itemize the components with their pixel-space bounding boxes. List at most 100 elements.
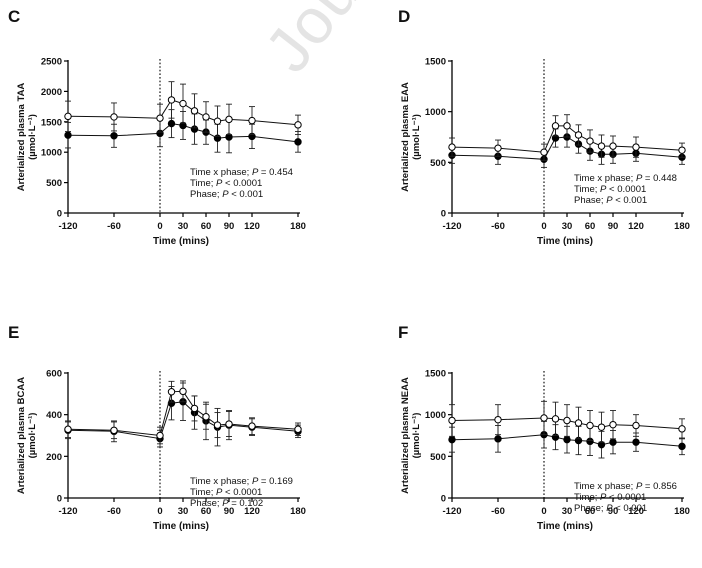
stat-annotation: Time; P < 0.0001 [574,184,646,195]
x-tick-label: 120 [244,506,260,517]
data-point [563,435,571,444]
y-tick-label: 1000 [425,107,446,118]
data-point [156,431,164,440]
x-tick-label: 30 [178,506,189,517]
data-point [448,416,456,425]
data-point [190,107,199,115]
x-tick-label: 30 [178,221,189,232]
y-axis-label: Arterialized plasma EAA [400,82,411,192]
data-point [494,144,502,152]
y-tick-label: 2500 [41,57,62,68]
x-tick-label: 0 [157,506,162,517]
panel-label: E [8,323,19,342]
x-tick-label: -120 [58,506,77,517]
stat-annotation: Time x phase; P = 0.169 [190,476,293,487]
stat-annotation: Time; P < 0.0001 [574,492,646,503]
data-point [167,96,176,104]
x-axis-label: Time (mins) [537,236,593,247]
data-point [64,425,72,433]
y-tick-label: 0 [57,209,62,220]
x-tick-label: -60 [107,221,121,232]
data-point [586,421,594,430]
y-tick-label: 500 [430,452,446,463]
data-point [609,438,617,446]
series-open [64,81,302,137]
data-point [597,423,606,431]
data-point [190,404,199,413]
stat-annotation: Time x phase; P = 0.454 [190,167,293,178]
stat-annotation: Time x phase; P = 0.448 [574,173,677,184]
x-tick-label: -120 [58,221,77,232]
x-tick-label: -60 [491,221,505,232]
data-point [609,420,617,429]
y-axis-label: Arterialized plasma BCAA [16,377,27,494]
x-tick-label: 60 [201,221,212,232]
x-tick-label: 90 [224,506,235,517]
y-axis-unit: (µmol·L⁻¹) [411,114,422,160]
x-tick-label: 90 [608,221,619,232]
data-point [248,422,256,430]
x-tick-label: 60 [585,506,596,517]
data-point [632,143,640,151]
data-point [551,415,560,423]
y-tick-label: 400 [46,410,62,421]
y-tick-label: 500 [430,158,446,169]
data-point [678,442,686,451]
data-point [225,115,233,124]
data-point [574,131,583,139]
x-tick-label: 180 [290,221,306,232]
x-tick-label: 90 [608,506,619,517]
x-tick-label: 90 [224,221,235,232]
x-tick-label: 0 [541,506,546,517]
data-point [540,414,548,422]
x-tick-label: 180 [290,506,306,517]
panel-label: F [398,323,408,342]
y-axis-unit: (µmol·L⁻¹) [411,413,422,459]
y-tick-label: 500 [46,178,62,189]
x-tick-label: 30 [562,221,573,232]
x-tick-label: 60 [585,221,596,232]
data-point [110,426,118,434]
x-axis-label: Time (mins) [153,236,209,247]
x-tick-label: 180 [674,506,690,517]
y-tick-label: 600 [46,369,62,380]
panel-f: F 0 500 1000 1500 -120 -60 0 30 60 90 120 180 Time (m… [398,323,690,532]
series-open [64,380,302,445]
stat-annotation: Phase; P < 0.001 [574,503,647,514]
stat-annotation: Phase; P < 0.001 [190,189,263,200]
data-point [494,435,502,443]
x-tick-label: 0 [157,221,162,232]
data-point [202,413,210,421]
x-tick-label: 120 [244,221,260,232]
data-point [609,142,617,150]
x-tick-label: -60 [491,506,505,517]
y-tick-label: 0 [441,209,446,220]
y-tick-label: 1500 [425,57,446,68]
data-point [213,117,222,125]
y-tick-label: 200 [46,452,62,463]
x-tick-label: 120 [628,221,644,232]
y-tick-label: 1000 [425,410,446,421]
x-tick-label: -120 [442,506,461,517]
data-point [179,99,187,108]
data-point [179,387,187,396]
data-point [563,122,571,130]
data-point [632,421,640,430]
data-point [597,142,606,150]
y-tick-label: 1500 [41,117,62,128]
y-axis-unit: (µmol·L⁻¹) [27,413,38,459]
series-open [448,114,686,161]
stat-annotation: Phase; P = 0.102 [190,498,263,509]
data-point [167,388,176,396]
x-tick-label: 0 [541,221,546,232]
data-point [586,137,594,145]
y-axis-unit: (µmol·L⁻¹) [27,114,38,160]
x-tick-label: -60 [107,506,121,517]
data-point [110,113,118,121]
data-point [248,116,256,125]
x-tick-label: 60 [201,506,212,517]
x-tick-label: -120 [442,221,461,232]
data-point [294,121,302,129]
series-open [448,400,686,443]
